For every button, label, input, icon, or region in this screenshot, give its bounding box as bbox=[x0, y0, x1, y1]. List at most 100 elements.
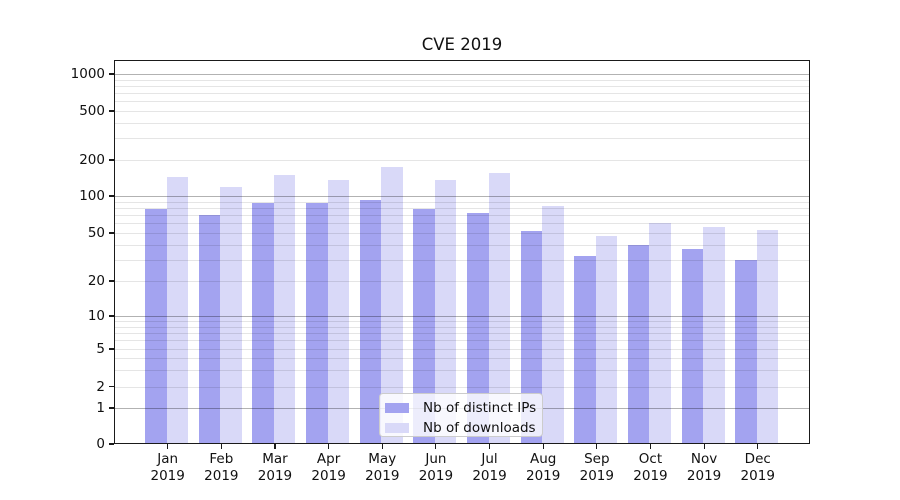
x-tick-month: Jan bbox=[157, 451, 179, 467]
x-tick-mark bbox=[596, 444, 598, 449]
x-tick-month: Nov bbox=[690, 451, 718, 467]
y-tick-label: 20 bbox=[87, 273, 105, 289]
bar-downloads-sep bbox=[595, 236, 618, 444]
x-tick-year: 2019 bbox=[686, 467, 722, 484]
x-tick-year: 2019 bbox=[525, 467, 561, 484]
x-tick-label: Nov 2019 bbox=[674, 451, 734, 484]
legend-swatch bbox=[385, 423, 409, 433]
x-tick-mark bbox=[220, 444, 222, 449]
minor-gridline bbox=[115, 207, 809, 209]
x-tick-label: Mar 2019 bbox=[245, 451, 305, 484]
minor-gridline bbox=[115, 326, 809, 328]
bar-ips-jan bbox=[145, 208, 167, 444]
bar-downloads-aug bbox=[542, 205, 564, 444]
bar-ips-nov bbox=[681, 248, 704, 444]
minor-gridline bbox=[115, 332, 809, 334]
bar-ips-dec bbox=[735, 259, 757, 444]
x-tick-year: 2019 bbox=[311, 467, 346, 484]
minor-gridline bbox=[115, 349, 809, 350]
legend-item: Nb of downloads bbox=[385, 419, 542, 437]
y-tick-label: 1 bbox=[96, 400, 105, 416]
bar-ips-feb bbox=[198, 215, 221, 444]
bar-ips-jun bbox=[413, 208, 435, 444]
x-tick-mark bbox=[703, 444, 705, 449]
minor-gridline bbox=[115, 138, 809, 140]
y-tick-mark bbox=[109, 280, 114, 282]
x-tick-mark bbox=[274, 444, 276, 449]
x-tick-year: 2019 bbox=[579, 467, 614, 484]
bar-downloads-feb bbox=[220, 186, 242, 444]
x-tick-mark bbox=[435, 444, 437, 449]
minor-gridline bbox=[115, 223, 809, 225]
minor-gridline bbox=[115, 101, 809, 103]
y-tick-label: 200 bbox=[79, 152, 105, 168]
x-tick-mark bbox=[167, 444, 169, 449]
y-tick-mark bbox=[109, 232, 114, 234]
x-tick-year: 2019 bbox=[204, 467, 239, 484]
y-tick-mark bbox=[109, 315, 114, 317]
x-tick-month: May bbox=[368, 451, 397, 467]
legend-item: Nb of distinct IPs bbox=[385, 399, 542, 417]
legend-item-label: Nb of distinct IPs bbox=[423, 400, 537, 416]
y-tick-mark bbox=[109, 407, 114, 409]
x-tick-mark bbox=[649, 444, 652, 449]
x-tick-year: 2019 bbox=[418, 467, 454, 484]
bar-ips-jul bbox=[467, 212, 489, 444]
y-tick-mark bbox=[109, 195, 114, 197]
bar-downloads-dec bbox=[756, 229, 779, 444]
minor-gridline bbox=[115, 358, 809, 360]
legend: Nb of distinct IPs Nb of downloads bbox=[379, 393, 543, 437]
y-tick-label: 1000 bbox=[70, 66, 105, 82]
x-tick-mark bbox=[488, 444, 491, 449]
x-tick-label: Dec 2019 bbox=[728, 451, 788, 484]
x-tick-mark bbox=[542, 444, 544, 449]
minor-gridline bbox=[115, 85, 809, 87]
y-tick-mark bbox=[109, 443, 114, 445]
legend-swatch bbox=[385, 403, 409, 413]
x-tick-label: Aug 2019 bbox=[513, 451, 573, 484]
x-tick-month: Dec bbox=[744, 451, 771, 467]
minor-gridline bbox=[115, 122, 809, 124]
minor-gridline bbox=[115, 281, 809, 282]
x-tick-year: 2019 bbox=[150, 467, 185, 484]
x-tick-mark bbox=[381, 444, 383, 449]
minor-gridline bbox=[115, 93, 809, 95]
x-tick-label: Jun 2019 bbox=[406, 451, 466, 484]
y-tick-label: 0 bbox=[96, 436, 105, 452]
bar-downloads-mar bbox=[273, 175, 296, 444]
x-tick-mark bbox=[328, 444, 330, 449]
y-tick-label: 50 bbox=[87, 225, 105, 241]
x-tick-year: 2019 bbox=[740, 467, 775, 484]
minor-gridline bbox=[115, 244, 809, 246]
bar-downloads-may bbox=[381, 166, 403, 444]
x-tick-month: Oct bbox=[638, 451, 663, 467]
x-tick-label: Jul 2019 bbox=[460, 451, 520, 484]
major-gridline bbox=[115, 316, 809, 317]
minor-gridline bbox=[115, 369, 809, 371]
minor-gridline bbox=[115, 340, 809, 342]
minor-gridline bbox=[115, 321, 809, 323]
minor-gridline bbox=[115, 111, 809, 112]
minor-gridline bbox=[115, 201, 809, 203]
bar-downloads-oct bbox=[649, 223, 671, 444]
bar-downloads-nov bbox=[703, 226, 725, 444]
major-gridline bbox=[115, 74, 809, 75]
legend-item-label: Nb of downloads bbox=[423, 420, 536, 436]
y-tick-label: 500 bbox=[79, 103, 105, 119]
y-tick-label: 2 bbox=[96, 378, 105, 395]
y-tick-label: 10 bbox=[87, 308, 105, 324]
y-tick-mark bbox=[109, 385, 114, 388]
bar-ips-apr bbox=[306, 203, 328, 444]
minor-gridline bbox=[115, 79, 809, 81]
bar-ips-aug bbox=[520, 230, 543, 444]
x-tick-label: Sep 2019 bbox=[567, 451, 627, 484]
bar-ips-may bbox=[359, 199, 382, 444]
y-tick-mark bbox=[109, 73, 114, 75]
x-tick-label: Feb 2019 bbox=[191, 451, 251, 484]
x-tick-year: 2019 bbox=[472, 467, 507, 484]
x-tick-mark bbox=[757, 444, 759, 449]
y-tick-mark bbox=[109, 348, 114, 350]
x-tick-month: Sep bbox=[584, 451, 610, 467]
chart-title: CVE 2019 bbox=[421, 35, 503, 54]
